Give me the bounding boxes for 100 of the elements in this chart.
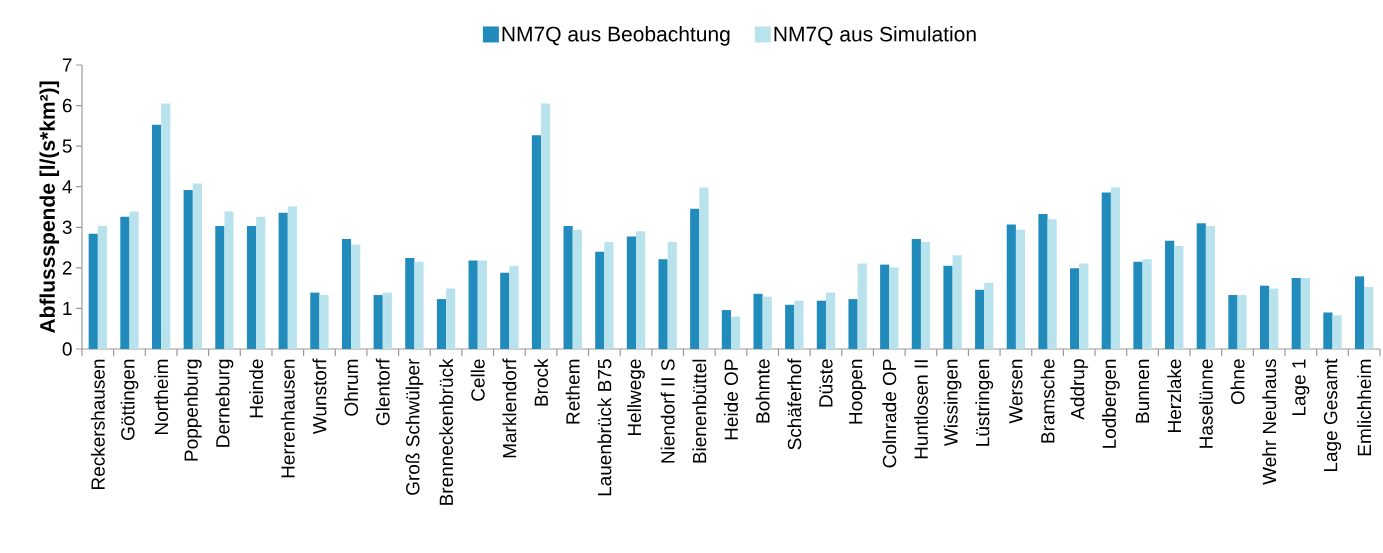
x-tick-label: Lage Gesamt: [1323, 358, 1342, 472]
bar: [721, 310, 731, 349]
bar: [1174, 245, 1184, 349]
bar: [1196, 223, 1206, 349]
x-tick-label: Hellwege: [627, 359, 645, 436]
bar: [1101, 192, 1111, 349]
x-tick-label: Ohne: [1230, 359, 1245, 405]
bar: [341, 239, 352, 349]
x-tick-label: Brock: [534, 358, 549, 406]
bar: [246, 226, 257, 349]
x-tick-label: Brenneckenbrück: [439, 358, 454, 505]
x-tick-label: Groß Schwülper: [405, 358, 424, 495]
x-tick-label: Haselünne: [1198, 359, 1213, 448]
bar: [857, 263, 867, 349]
bar: [1332, 315, 1342, 349]
bar: [753, 293, 763, 349]
x-tick-label: Colnrade OP: [882, 359, 897, 468]
x-tick-label: Wehr Neuhaus: [1262, 359, 1277, 485]
bar: [1070, 268, 1080, 349]
bar: [151, 124, 162, 349]
bar: [1133, 261, 1143, 349]
x-tick-label: Göttingen: [120, 359, 139, 440]
x-tick-label: Northeim: [154, 359, 169, 435]
x-tick-label: Heide OP: [724, 359, 738, 440]
x-tick-label: Reckershausen: [90, 359, 105, 489]
x-tick-label: Glentorf: [375, 358, 390, 426]
bar: [984, 282, 994, 349]
x-tick-label: Niendorf II S: [660, 359, 675, 463]
bar: [1269, 288, 1279, 349]
x-tick-label: Lauenbrück B75: [597, 359, 612, 496]
bar: [1047, 219, 1057, 349]
x-tick-label: Düste: [819, 359, 833, 407]
bar: [604, 241, 614, 349]
bar: [667, 241, 677, 349]
legend-label: NM7Q aus Beobachtung: [502, 26, 730, 46]
bar: [1110, 187, 1121, 349]
bar: [97, 226, 108, 349]
bar: [414, 261, 424, 349]
y-axis-title: Abflussspende [l/(s*km²)]: [39, 81, 60, 334]
bar: [1237, 295, 1247, 349]
bar: [920, 241, 931, 349]
bar: [1228, 295, 1238, 349]
bar: [500, 272, 510, 349]
bar: [88, 233, 98, 349]
bar: [636, 231, 646, 349]
bar: [572, 229, 582, 349]
bar: [794, 300, 804, 349]
x-tick-label: Schäferhof: [787, 358, 802, 450]
bar: [436, 299, 447, 349]
x-tick-label: Wersen: [1009, 359, 1023, 424]
y-tick-label: 6: [62, 98, 72, 113]
bar: [1006, 224, 1016, 349]
x-tick-label: Marklendorf: [502, 358, 517, 458]
x-tick-label: Herrenhausen: [280, 359, 295, 478]
bar: [658, 259, 668, 349]
x-tick-label: Derneburg: [215, 359, 234, 447]
bar: [256, 216, 266, 349]
bar: [1364, 286, 1374, 349]
bar: [468, 260, 478, 349]
y-tick-label: 2: [62, 261, 72, 275]
bar: [825, 292, 836, 349]
y-tick-label: 4: [62, 180, 72, 194]
x-tick-label: Huntlosen II: [913, 360, 928, 459]
bar: [319, 295, 329, 349]
x-tick-label: Bohmte: [755, 359, 770, 423]
x-tick-label: Bramsche: [1040, 359, 1055, 443]
x-tick-label: Emlichheim: [1357, 359, 1372, 456]
x-tick-label: Poppenburg: [183, 359, 202, 461]
y-tick-label: 3: [62, 220, 72, 235]
bar: [531, 135, 542, 349]
bar: [1291, 278, 1301, 349]
bar: [382, 292, 392, 349]
bar: [129, 211, 139, 349]
bar: [120, 216, 130, 349]
y-tick-label: 1: [63, 301, 72, 315]
bar: [1079, 263, 1089, 349]
bar: [509, 265, 519, 349]
bar: [975, 289, 985, 349]
x-tick-label: Wissingen: [943, 359, 962, 447]
bar: [541, 103, 551, 349]
bar: [1323, 312, 1333, 349]
bar: [952, 255, 962, 349]
bar: [816, 300, 826, 349]
bar: [1300, 278, 1311, 349]
y-tick-label: 5: [62, 139, 72, 153]
legend-label: NM7Q aus Simulation: [774, 26, 976, 46]
bar: [278, 212, 288, 349]
x-tick-label: Lodbergen: [1102, 359, 1120, 448]
bar: [785, 304, 795, 349]
bar: [626, 236, 637, 349]
bar: [848, 299, 858, 349]
bar: [699, 187, 709, 349]
x-tick-label: Heinde: [249, 359, 264, 418]
bar: [563, 226, 573, 349]
bar: [287, 206, 297, 349]
x-tick-label: Ohrum: [344, 359, 359, 416]
y-tick-label: 7: [62, 58, 72, 72]
bar: [351, 244, 361, 349]
x-tick-label: Lage 1: [1292, 359, 1310, 416]
bar: [762, 296, 772, 349]
